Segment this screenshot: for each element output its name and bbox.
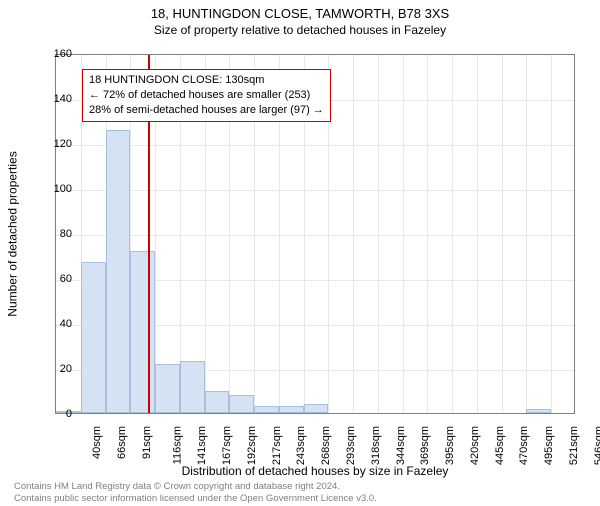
histogram-bar [279, 406, 304, 413]
y-tick-label: 100 [42, 183, 72, 195]
grid-line-v [403, 55, 404, 413]
chart-container: 18, HUNTINGDON CLOSE, TAMWORTH, B78 3XS … [0, 6, 600, 506]
histogram-bar [254, 406, 279, 413]
y-tick-label: 160 [42, 48, 72, 60]
y-tick-label: 60 [42, 273, 72, 285]
x-tick-label: 521sqm [568, 426, 580, 465]
footer-line-1: Contains HM Land Registry data © Crown c… [14, 481, 377, 492]
x-tick-label: 546sqm [593, 426, 600, 465]
grid-line-h [56, 190, 574, 191]
x-tick-label: 318sqm [370, 426, 382, 465]
y-tick-label: 120 [42, 138, 72, 150]
x-tick-label: 369sqm [419, 426, 431, 465]
y-tick-label: 0 [42, 408, 72, 420]
y-axis-label-wrap: Number of detached properties [4, 54, 22, 414]
x-tick-label: 91sqm [141, 426, 153, 459]
annotation-callout: 18 HUNTINGDON CLOSE: 130sqm← 72% of deta… [82, 69, 331, 122]
histogram-bar [106, 130, 131, 414]
histogram-bar [155, 364, 180, 414]
histogram-bar [180, 361, 205, 413]
x-axis-label: Distribution of detached houses by size … [55, 464, 575, 478]
x-tick-label: 192sqm [246, 426, 258, 465]
footer-attribution: Contains HM Land Registry data © Crown c… [14, 481, 377, 504]
x-tick-label: 293sqm [345, 426, 357, 465]
grid-line-v [551, 55, 552, 413]
x-tick-label: 395sqm [444, 426, 456, 465]
y-axis-label: Number of detached properties [6, 151, 20, 316]
footer-line-2: Contains public sector information licen… [14, 493, 377, 504]
grid-line-v [452, 55, 453, 413]
x-tick-label: 344sqm [395, 426, 407, 465]
histogram-bar [130, 251, 155, 413]
grid-line-v [477, 55, 478, 413]
y-tick-label: 40 [42, 318, 72, 330]
x-tick-label: 217sqm [271, 426, 283, 465]
y-tick-label: 80 [42, 228, 72, 240]
grid-line-v [353, 55, 354, 413]
histogram-bar [81, 262, 106, 413]
chart-subtitle: Size of property relative to detached ho… [0, 23, 600, 37]
histogram-bar [229, 395, 254, 413]
x-tick-label: 66sqm [116, 426, 128, 459]
histogram-bar [526, 409, 551, 414]
chart-title: 18, HUNTINGDON CLOSE, TAMWORTH, B78 3XS [0, 6, 600, 21]
grid-line-v [427, 55, 428, 413]
x-tick-label: 141sqm [197, 426, 209, 465]
x-tick-label: 495sqm [543, 426, 555, 465]
x-tick-label: 116sqm [171, 426, 183, 464]
x-tick-label: 470sqm [518, 426, 530, 465]
x-tick-label: 243sqm [296, 426, 308, 465]
histogram-bar [205, 391, 230, 414]
y-tick-label: 140 [42, 93, 72, 105]
plot-region: 18 HUNTINGDON CLOSE: 130sqm← 72% of deta… [55, 54, 575, 414]
grid-line-v [378, 55, 379, 413]
x-tick-label: 445sqm [494, 426, 506, 465]
grid-line-h [56, 235, 574, 236]
annotation-line: 28% of semi-detached houses are larger (… [89, 103, 324, 118]
grid-line-h [56, 145, 574, 146]
annotation-line: 18 HUNTINGDON CLOSE: 130sqm [89, 73, 324, 88]
histogram-bar [304, 404, 329, 413]
x-tick-label: 268sqm [320, 426, 332, 465]
chart-area: 18 HUNTINGDON CLOSE: 130sqm← 72% of deta… [55, 54, 575, 414]
annotation-line: ← 72% of detached houses are smaller (25… [89, 88, 324, 103]
x-tick-label: 167sqm [221, 426, 233, 465]
grid-line-v [526, 55, 527, 413]
x-tick-label: 40sqm [91, 426, 103, 459]
grid-line-v [502, 55, 503, 413]
y-tick-label: 20 [42, 363, 72, 375]
x-tick-label: 420sqm [469, 426, 481, 465]
